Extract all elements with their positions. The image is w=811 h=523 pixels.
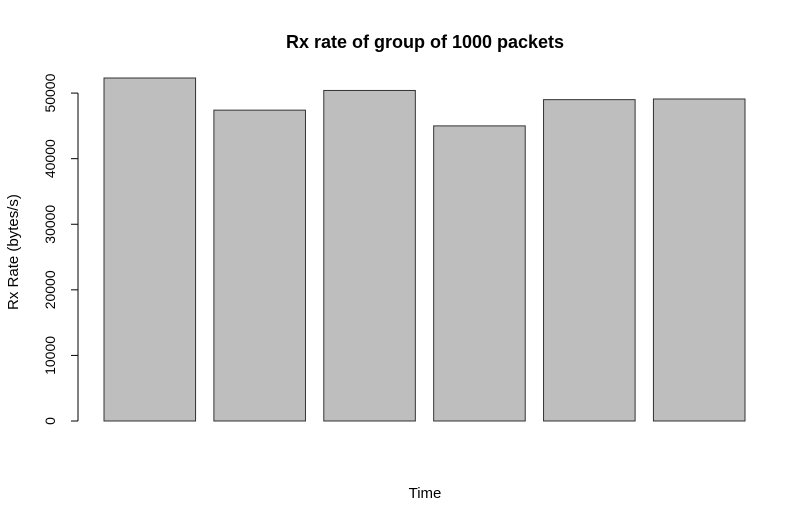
bars-group [103, 77, 746, 422]
bar-2 [213, 109, 306, 422]
bar-4 [433, 125, 526, 422]
bar-1 [103, 77, 197, 422]
bar-5 [543, 99, 636, 422]
bar-6 [652, 98, 746, 422]
y-axis: 0 10000 20000 30000 40000 50000 [42, 73, 79, 425]
x-axis-label: Time [409, 485, 442, 502]
y-tick-label-2: 20000 [42, 270, 58, 309]
chart-title: Rx rate of group of 1000 packets [286, 32, 564, 52]
y-axis-label: Rx Rate (bytes/s) [5, 194, 22, 310]
y-tick-label-3: 30000 [42, 205, 58, 244]
y-tick-label-5: 50000 [42, 73, 58, 112]
bar-3 [323, 89, 416, 422]
y-tick-label-1: 10000 [42, 336, 58, 375]
y-tick-label-0: 0 [42, 417, 58, 425]
y-tick-label-4: 40000 [42, 139, 58, 178]
